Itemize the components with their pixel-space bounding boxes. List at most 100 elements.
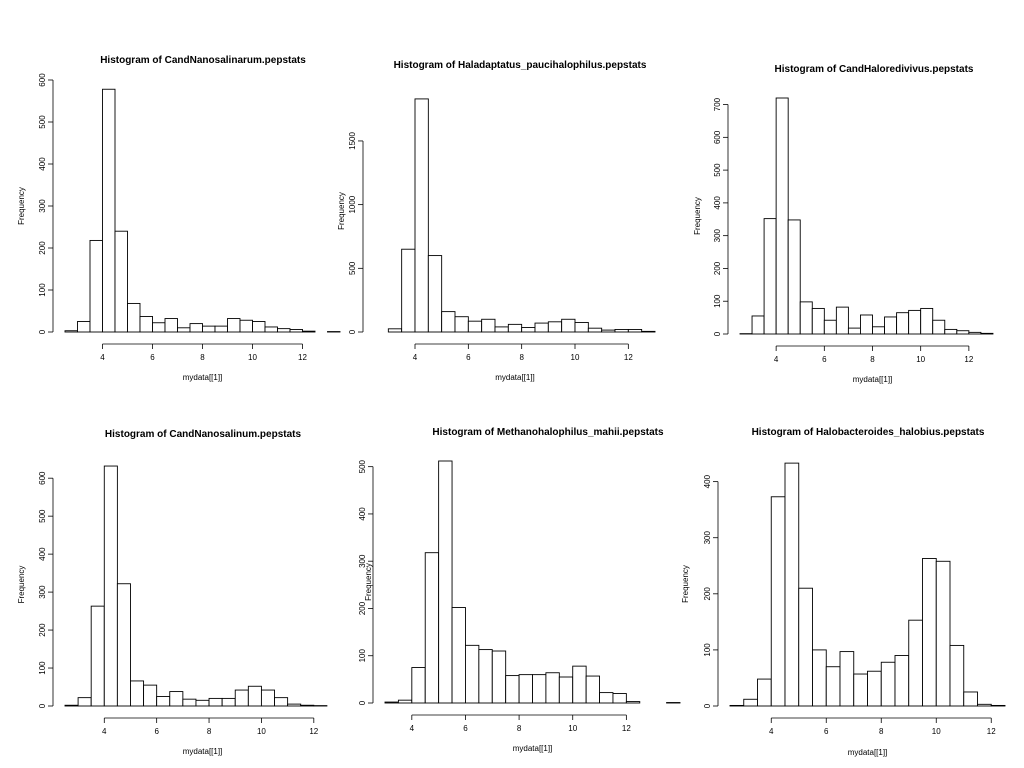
- histogram-bar: [169, 691, 184, 707]
- histogram-panel: Histogram of Haladaptatus_paucihalophilu…: [337, 60, 656, 382]
- x-tick-label: 8: [207, 727, 212, 736]
- x-tick-label: 10: [248, 353, 257, 362]
- y-tick-label: 400: [703, 474, 712, 488]
- histogram-bar: [896, 312, 910, 335]
- histogram-bar: [438, 460, 453, 704]
- histogram-bar: [247, 685, 262, 707]
- y-tick-label: 600: [713, 130, 722, 144]
- histogram-bar: [977, 703, 992, 707]
- histogram-bar: [599, 692, 614, 704]
- histogram-bar: [239, 319, 253, 333]
- y-tick-label: 300: [358, 554, 367, 568]
- x-tick-label: 4: [100, 353, 105, 362]
- x-tick-label: 4: [774, 355, 779, 364]
- histogram-bar: [894, 655, 910, 707]
- histogram-bar: [625, 701, 641, 704]
- histogram-bar: [177, 327, 191, 333]
- histogram-bar: [478, 649, 493, 704]
- histogram-bar: [884, 316, 898, 335]
- histogram-bar: [743, 698, 758, 707]
- histogram-bar: [90, 605, 105, 707]
- histogram-bar: [387, 328, 403, 333]
- histogram-bar: [103, 465, 118, 707]
- y-tick-label: 0: [38, 329, 47, 334]
- histogram-bar: [208, 697, 223, 707]
- y-tick-label: 0: [713, 331, 722, 336]
- y-tick-label: 300: [38, 199, 47, 213]
- histogram-bar: [505, 675, 520, 704]
- histogram-bar: [227, 318, 241, 333]
- histogram-bar: [935, 560, 951, 707]
- histogram-bar: [572, 665, 587, 704]
- histogram-bar: [872, 326, 885, 335]
- histogram-bar: [467, 320, 483, 333]
- x-tick-label: 4: [413, 353, 418, 362]
- y-tick-label: 500: [38, 509, 47, 523]
- y-tick-label: 100: [703, 643, 712, 657]
- histogram-bar: [770, 496, 786, 707]
- histogram-bar: [411, 667, 426, 704]
- y-tick-label: 0: [358, 700, 367, 705]
- x-tick-label: 10: [932, 727, 941, 736]
- x-tick-label: 8: [879, 727, 884, 736]
- histogram-bar: [561, 318, 576, 333]
- histogram-bar: [956, 330, 970, 335]
- histogram-bar: [823, 319, 837, 335]
- histogram-bar: [825, 666, 841, 707]
- x-tick-label: 12: [987, 727, 996, 736]
- histogram-bar: [729, 704, 745, 707]
- histogram-bar: [77, 321, 91, 333]
- chart-title: Histogram of CandNanosalinarum.pepstats: [100, 55, 306, 66]
- histogram-bar: [867, 670, 882, 707]
- y-tick-label: 300: [703, 531, 712, 545]
- histogram-bar: [545, 672, 560, 704]
- histogram-bar: [214, 325, 228, 333]
- x-tick-label: 10: [916, 355, 925, 364]
- histogram-panel: Histogram of CandHaloredivivus.pepstats 0…: [693, 64, 994, 384]
- histogram-bar: [534, 322, 549, 333]
- histogram-bar: [114, 230, 128, 333]
- y-tick-label: 600: [38, 73, 47, 87]
- histogram-bar: [920, 307, 934, 335]
- histogram-bar: [89, 239, 103, 333]
- histogram-bar: [397, 699, 413, 704]
- histogram-bar: [182, 698, 197, 707]
- histogram-bar: [601, 329, 616, 333]
- chart-title: Histogram of CandNanosalinum.pepstats: [105, 429, 302, 440]
- y-tick-label: 0: [348, 329, 357, 334]
- histogram-bar: [949, 644, 965, 707]
- histogram-bar: [77, 697, 92, 707]
- histogram-bar: [757, 678, 772, 707]
- x-tick-label: 8: [870, 355, 875, 364]
- histogram-bar: [481, 318, 496, 333]
- x-tick-label: 6: [822, 355, 827, 364]
- x-tick-label: 6: [150, 353, 155, 362]
- x-axis-label: mydata[[1]]: [848, 748, 888, 757]
- histogram-bar: [289, 329, 303, 333]
- histogram-bar: [532, 674, 547, 704]
- histogram-bar: [944, 328, 958, 335]
- y-tick-label: 0: [703, 703, 712, 708]
- x-tick-label: 6: [463, 724, 468, 733]
- histogram-bar: [414, 98, 429, 333]
- histogram-bar: [839, 651, 855, 707]
- x-tick-label: 6: [154, 727, 159, 736]
- histogram-bar: [302, 330, 316, 333]
- x-axis-label: mydata[[1]]: [853, 375, 893, 384]
- histogram-bar: [164, 318, 178, 333]
- histogram-bar: [558, 676, 574, 704]
- y-tick-label: 100: [38, 283, 47, 297]
- histogram-bar: [641, 330, 656, 333]
- histogram-bar: [990, 704, 1006, 707]
- x-tick-label: 8: [517, 724, 522, 733]
- histogram-bar: [274, 697, 289, 707]
- y-tick-label: 1000: [348, 195, 357, 213]
- y-tick-label: 100: [713, 294, 722, 308]
- histogram-bar: [189, 323, 203, 333]
- y-tick-label: 300: [38, 585, 47, 599]
- histogram-bar: [784, 462, 800, 707]
- y-tick-label: 400: [713, 196, 722, 210]
- histogram-bar: [932, 319, 946, 335]
- histogram-bar: [300, 704, 315, 707]
